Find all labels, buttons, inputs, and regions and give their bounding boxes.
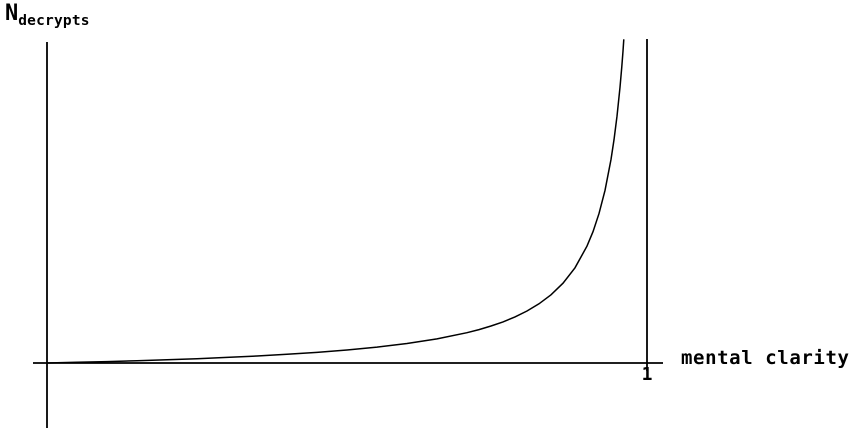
y-axis-label-base: N — [5, 1, 19, 26]
curve-path — [46, 39, 625, 364]
x-axis-label: mental clarity — [681, 347, 850, 369]
y-axis-label-subscript: decrypts — [18, 13, 90, 29]
x-tick-label-1: 1 — [641, 364, 653, 385]
y-axis-label: Ndecrypts — [5, 1, 90, 29]
